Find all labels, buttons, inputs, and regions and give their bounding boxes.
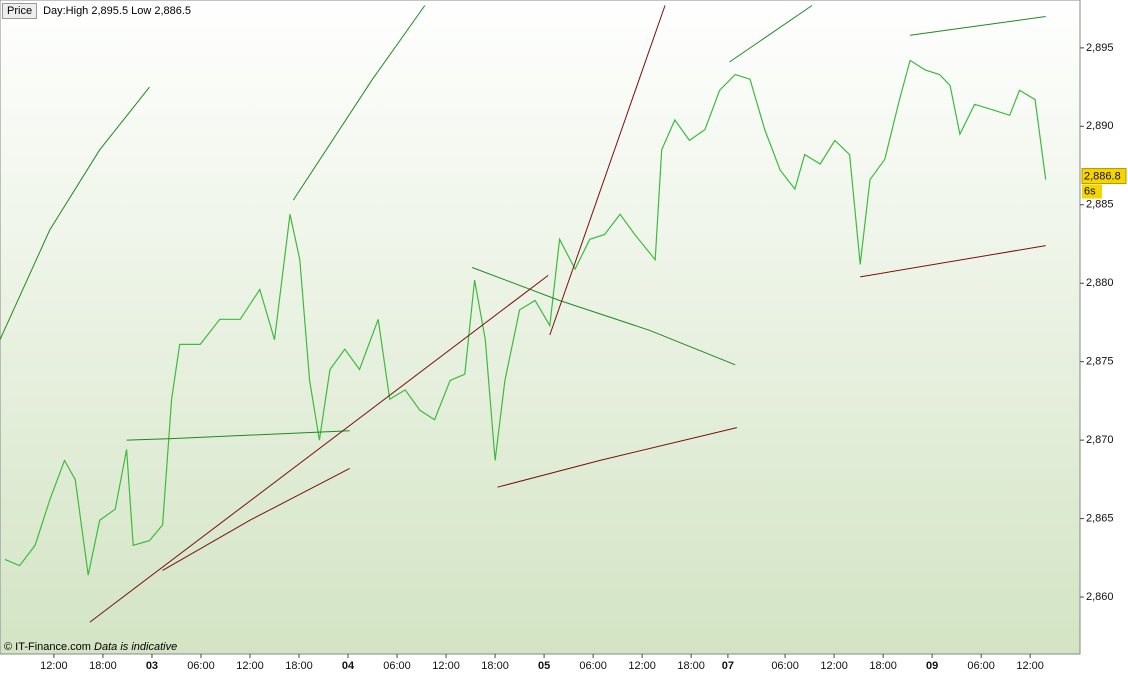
x-tick-label: 18:00	[285, 660, 313, 672]
copyright: © IT-Finance.com	[4, 641, 91, 653]
y-tick-label: 2,885	[1086, 199, 1114, 211]
x-tick-label: 04	[342, 660, 355, 672]
toolbar: Price Day:High 2,895.5 Low 2,886.5	[2, 3, 191, 19]
timer-box	[1082, 184, 1102, 199]
x-tick-label: 12:00	[1016, 660, 1044, 672]
x-tick-label: 12:00	[432, 660, 460, 672]
price-line	[126, 430, 350, 441]
day-range: Day:High 2,895.5 Low 2,886.5	[43, 5, 192, 17]
price-line	[910, 16, 1046, 36]
price-line	[497, 427, 738, 488]
x-tick-label: 12:00	[628, 660, 656, 672]
last-price-box	[1081, 168, 1127, 185]
x-tick-label: 06:00	[967, 660, 995, 672]
x-tick-label: 06:00	[187, 660, 215, 672]
price-line	[4, 59, 1047, 576]
y-tick-label: 2,880	[1086, 277, 1114, 289]
x-tick-label: 05	[538, 660, 550, 672]
price-line	[89, 275, 549, 623]
x-tick-label: 18:00	[677, 660, 705, 672]
y-tick-label: 2,870	[1086, 434, 1114, 446]
price-button[interactable]: Price	[2, 3, 38, 19]
x-tick-label: 09	[926, 660, 938, 672]
y-tick-label: 2,860	[1086, 591, 1114, 603]
y-tick-label: 2,875	[1086, 356, 1114, 368]
price-line	[292, 5, 426, 201]
y-tick-label: 2,890	[1086, 120, 1114, 132]
timer-label: 6s	[1084, 185, 1096, 197]
x-tick-label: 18:00	[869, 660, 897, 672]
x-tick-label: 12:00	[236, 660, 264, 672]
x-tick-label: 06:00	[579, 660, 607, 672]
price-line	[549, 5, 666, 336]
plot-area	[0, 0, 1081, 655]
x-tick-label: 12:00	[820, 660, 848, 672]
x-tick-label: 07	[722, 660, 734, 672]
footer: © IT-Finance.com Data is indicative	[4, 641, 177, 653]
y-tick-label: 2,895	[1086, 42, 1114, 54]
x-tick-label: 18:00	[89, 660, 117, 672]
price-line	[0, 86, 150, 340]
price-line	[860, 245, 1046, 278]
price-line	[472, 267, 736, 366]
last-price-label: 2,886.8	[1084, 170, 1121, 182]
disclaimer: Data is indicative	[94, 641, 178, 653]
y-tick-label: 2,865	[1086, 512, 1114, 524]
x-tick-label: 06:00	[383, 660, 411, 672]
x-tick-label: 06:00	[771, 660, 799, 672]
x-tick-label: 18:00	[481, 660, 509, 672]
price-line	[162, 467, 350, 571]
x-tick-label: 12:00	[40, 660, 68, 672]
x-tick-label: 03	[146, 660, 158, 672]
price-line	[729, 5, 813, 63]
